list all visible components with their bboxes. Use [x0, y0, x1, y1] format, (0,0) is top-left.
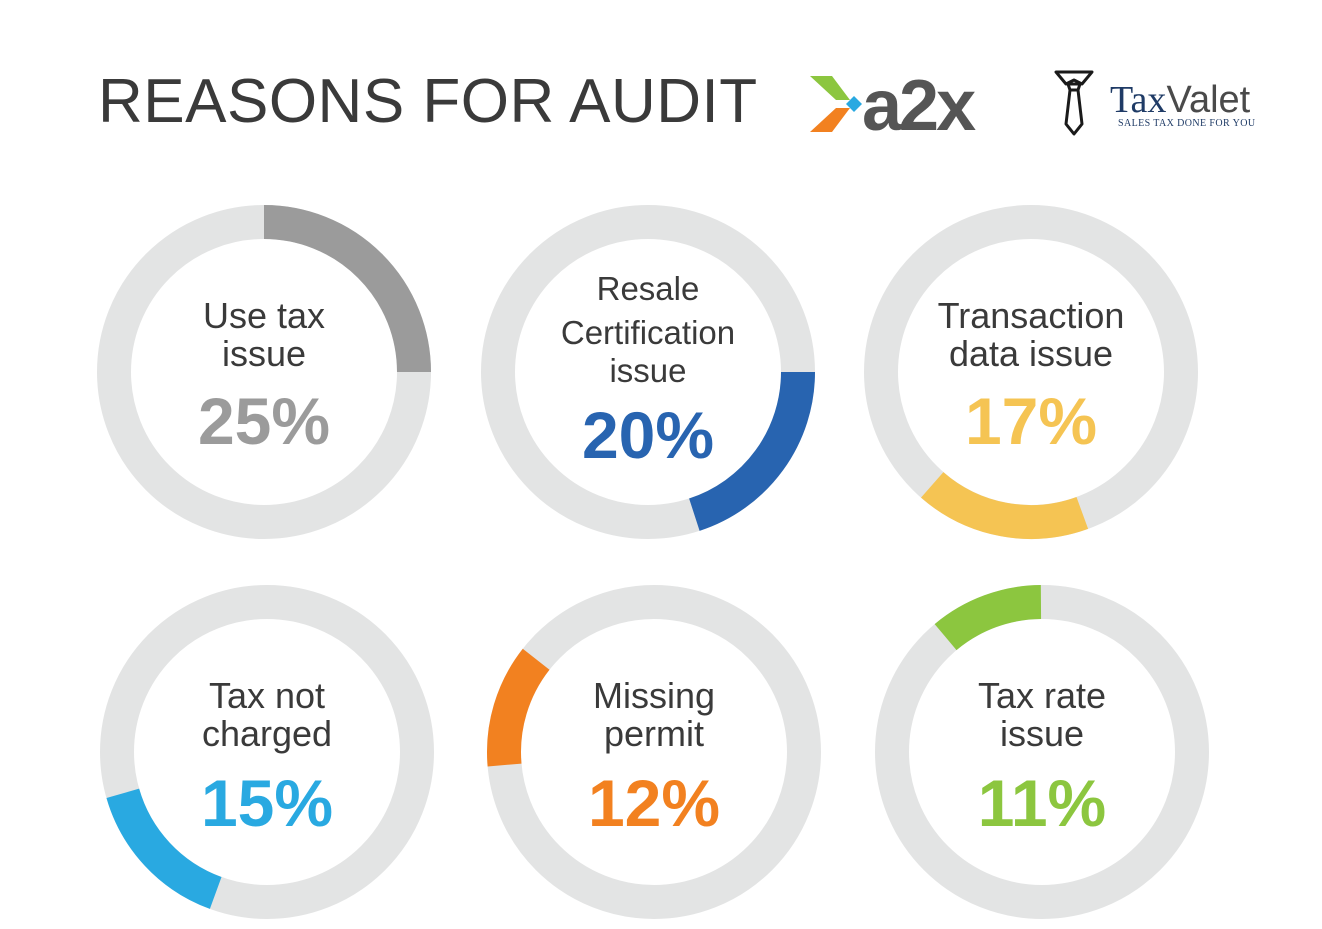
ring-title-line: Tax rate [978, 675, 1106, 716]
ring-title-line: issue [222, 333, 306, 374]
ring-title-line: charged [202, 713, 332, 754]
ring-value-arc [487, 648, 550, 767]
ring-value-arc [263, 205, 431, 373]
ring-title-line: Missing [593, 675, 715, 716]
ring-title-line: Certification [561, 314, 735, 351]
ring-percent-label: 17% [965, 384, 1097, 458]
necktie-icon [1054, 70, 1094, 136]
ring-percent-label: 20% [582, 398, 714, 472]
ring-percent-label: 11% [978, 766, 1106, 840]
a2x-logo: a2x [810, 70, 979, 138]
ring-title-line: Transaction [938, 295, 1125, 336]
ring-percent-label: 12% [588, 766, 720, 840]
a2x-logo-wordmark: a2x [862, 70, 976, 138]
ring-percent-label: 15% [201, 766, 333, 840]
ring-percent-label: 25% [198, 384, 330, 458]
ring-value-arc [688, 371, 815, 531]
a2x-logo-chevron-orange-icon [810, 108, 850, 132]
a2x-logo-chevron-green-icon [810, 76, 850, 100]
taxvalet-logo: TaxValet SALES TAX DONE FOR YOU [1054, 70, 1256, 136]
page-title: REASONS FOR AUDIT [98, 67, 758, 136]
ring-title-line: Use tax [203, 295, 325, 336]
ring-title-line: issue [609, 352, 686, 389]
ring-track [875, 585, 1209, 919]
svg-text:TaxValet: TaxValet [1110, 79, 1251, 121]
a2x-logo-diamond-icon [846, 96, 862, 112]
taxvalet-brand-valet: Valet [1166, 79, 1250, 121]
ring-title-line: data issue [949, 333, 1113, 374]
ring-title-line: Tax not [209, 675, 325, 716]
taxvalet-tagline: SALES TAX DONE FOR YOU [1118, 118, 1256, 129]
ring-value-arc [934, 585, 1042, 651]
taxvalet-brand-tax: Tax [1110, 79, 1166, 121]
ring-track [100, 585, 434, 919]
ring-title-line: permit [604, 713, 704, 754]
ring-title-line: issue [1000, 713, 1084, 754]
ring-value-arc [106, 788, 222, 909]
ring-value-arc [921, 471, 1089, 539]
ring-title-line: Resale [597, 270, 700, 307]
